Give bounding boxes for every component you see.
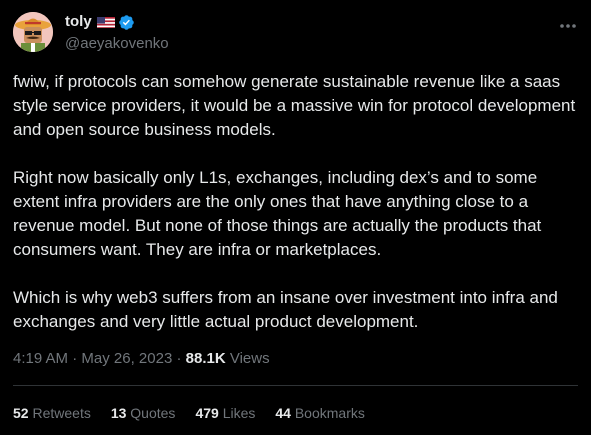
bookmarks-count: 44 (275, 405, 291, 421)
tweet-header: toly (13, 12, 578, 52)
retweets-label: Retweets (32, 405, 91, 421)
display-name[interactable]: toly (65, 13, 92, 30)
name-row: toly (65, 12, 169, 32)
handle[interactable]: @aeyakovenko (65, 35, 169, 52)
avatar[interactable] (13, 12, 53, 52)
author-block: toly (65, 12, 169, 54)
bookmarks-stat[interactable]: 44 Bookmarks (275, 403, 365, 423)
tweet-text: fwiw, if protocols can somehow generate … (13, 70, 583, 334)
meta-separator: · (72, 350, 78, 367)
bookmarks-label: Bookmarks (294, 405, 365, 421)
retweets-count: 52 (13, 405, 29, 421)
quotes-count: 13 (110, 405, 127, 421)
tweet-paragraph: fwiw, if protocols can somehow generate … (13, 72, 580, 139)
tweet-paragraph: Right now basically only L1s, exchanges,… (13, 168, 547, 259)
retweets-stat[interactable]: 52 Retweets (13, 403, 91, 423)
tweet-paragraph: Which is why web3 suffers from an insane… (13, 288, 563, 331)
likes-label: Likes (222, 405, 256, 421)
more-options-button[interactable] (558, 16, 578, 36)
engagement-stats: 52 Retweets 13 Quotes 479 Likes 44 Bookm… (13, 403, 385, 423)
tweet-time[interactable]: 4:19 AM (13, 350, 69, 367)
us-flag-icon (96, 16, 115, 28)
divider (13, 385, 578, 386)
tweet-date[interactable]: May 26, 2023 (81, 350, 173, 367)
likes-count: 479 (195, 405, 219, 421)
quotes-label: Quotes (130, 405, 176, 421)
likes-stat[interactable]: 479 Likes (195, 403, 255, 423)
verified-badge-icon[interactable] (118, 14, 135, 31)
meta-separator: · (176, 350, 182, 367)
avatar-image (13, 12, 53, 52)
ellipsis-icon (560, 24, 576, 28)
quotes-stat[interactable]: 13 Quotes (111, 403, 176, 423)
views-label: Views (229, 350, 270, 367)
tweet-meta: 4:19 AM · May 26, 2023 · 88.1K Views (13, 349, 270, 369)
views-count: 88.1K (185, 350, 226, 367)
